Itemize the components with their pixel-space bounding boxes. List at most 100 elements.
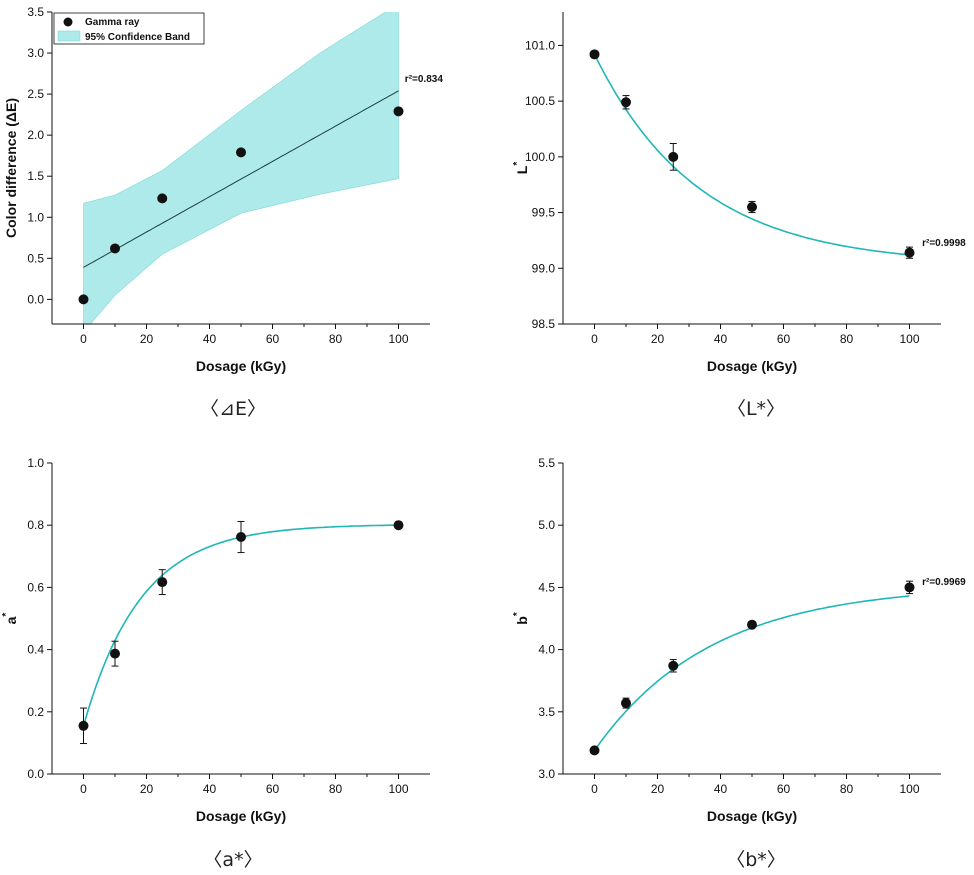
x-tick-label: 80 <box>840 782 854 796</box>
y-tick-label: 0.0 <box>27 767 44 781</box>
y-tick-label: 0.6 <box>27 580 44 594</box>
x-tick-label: 60 <box>777 782 791 796</box>
x-tick-label: 40 <box>714 332 728 346</box>
data-point <box>668 151 679 162</box>
fit-line <box>593 595 910 751</box>
y-tick-label: 101.0 <box>525 38 555 52</box>
x-tick-label: 40 <box>714 782 728 796</box>
legend-label-points: Gamma ray <box>85 17 140 28</box>
x-tick-label: 100 <box>899 332 919 346</box>
x-tick-label: 20 <box>140 332 154 346</box>
chart-b: 0 20 40 60 80 100 3.0 3.5 4.0 4.5 5.0 5.5 Dosage (kG… <box>512 456 966 871</box>
y-tick-label: 1.0 <box>27 210 44 224</box>
confidence-band <box>83 12 399 324</box>
x-tick-label: 100 <box>388 332 408 346</box>
chart-a: 0 20 40 60 80 100 0.0 0.2 0.4 0.6 0.8 1.0 Dosage (kG… <box>1 456 430 871</box>
r-squared-label: r²=0.9969 <box>922 577 966 588</box>
y-axis-label-sup: * <box>512 162 523 166</box>
data-point <box>157 193 168 204</box>
fit-line <box>83 90 399 268</box>
data-point <box>904 582 915 593</box>
y-tick-label: 3.5 <box>27 5 44 19</box>
data-point <box>393 520 404 531</box>
x-tick-label: 0 <box>80 332 87 346</box>
y-axis-label: b* <box>512 612 530 625</box>
x-tick-label: 80 <box>329 332 343 346</box>
x-tick-label: 20 <box>651 332 665 346</box>
y-axis-label-sup: * <box>1 613 12 617</box>
x-tick-label: 60 <box>777 332 791 346</box>
x-tick-label: 80 <box>840 332 854 346</box>
data-point <box>110 648 120 659</box>
x-tick-label: 60 <box>266 332 280 346</box>
x-tick-label: 60 <box>266 782 280 796</box>
y-tick-label: 98.5 <box>532 317 556 331</box>
data-point <box>904 247 915 258</box>
legend-marker-points <box>63 17 73 27</box>
y-tick-label: 100.5 <box>525 94 555 108</box>
x-tick-label: 40 <box>203 782 217 796</box>
x-tick-label: 0 <box>591 332 598 346</box>
x-tick-label: 0 <box>591 782 598 796</box>
y-tick-label: 1.0 <box>27 456 44 470</box>
y-tick-label: 2.5 <box>27 87 44 101</box>
y-tick-label: 3.0 <box>538 767 555 781</box>
fit-line <box>82 524 399 727</box>
x-axis-label: Dosage (kGy) <box>196 808 286 824</box>
y-axis-label-text: a <box>3 616 19 624</box>
y-tick-label: 5.0 <box>538 518 555 532</box>
y-tick-label: 4.0 <box>538 643 555 657</box>
legend-label-band: 95% Confidence Band <box>85 32 190 43</box>
y-axis-label-text: Color difference (ΔE) <box>3 98 19 238</box>
y-axis-label: a* <box>1 613 19 625</box>
panel-caption: 〈b*〉 <box>726 849 786 871</box>
data-point <box>621 698 631 709</box>
data-point <box>110 243 120 254</box>
y-axis-label-text: b <box>514 616 530 625</box>
fit-line <box>593 53 910 256</box>
y-tick-label: 0.4 <box>27 643 44 657</box>
chart-L: 0 20 40 60 80 100 98.5 99.0 99.5 100.0 100.5 101.0 D… <box>512 12 966 420</box>
x-tick-label: 100 <box>899 782 919 796</box>
y-axis-label-sup: * <box>512 612 523 616</box>
r-squared-label: r²=0.834 <box>405 74 444 85</box>
panel-caption: 〈L*〉 <box>727 398 785 420</box>
data-point <box>393 106 404 117</box>
legend-swatch-band <box>57 30 81 42</box>
data-point <box>236 147 246 158</box>
x-tick-label: 40 <box>203 332 217 346</box>
y-tick-label: 100.0 <box>525 150 555 164</box>
y-tick-label: 1.5 <box>27 169 44 183</box>
y-axis-label: L* <box>512 162 530 175</box>
y-tick-label: 0.8 <box>27 518 44 532</box>
x-axis-label: Dosage (kGy) <box>196 358 286 374</box>
y-tick-label: 5.5 <box>538 456 555 470</box>
data-point <box>589 49 600 60</box>
y-tick-label: 99.0 <box>532 261 556 275</box>
y-tick-label: 0.2 <box>27 705 44 719</box>
x-axis-label: Dosage (kGy) <box>707 358 797 374</box>
data-point <box>78 720 89 731</box>
data-point <box>236 532 246 543</box>
y-tick-label: 4.5 <box>538 580 555 594</box>
data-point <box>157 577 168 588</box>
panel-caption: 〈⊿E〉 <box>200 398 266 420</box>
panel-caption: 〈a*〉 <box>203 849 262 871</box>
y-axis-label: Color difference (ΔE) <box>3 98 19 238</box>
r-squared-label: r²=0.9998 <box>922 238 966 249</box>
x-tick-label: 100 <box>388 782 408 796</box>
x-tick-label: 80 <box>329 782 343 796</box>
y-tick-label: 2.0 <box>27 128 44 142</box>
y-tick-label: 3.5 <box>538 705 555 719</box>
x-tick-label: 20 <box>140 782 154 796</box>
data-point <box>747 202 757 212</box>
x-tick-label: 20 <box>651 782 665 796</box>
data-point <box>621 97 631 108</box>
y-tick-label: 0.5 <box>27 251 44 265</box>
data-point <box>747 619 757 630</box>
y-tick-label: 0.0 <box>27 292 44 306</box>
data-point <box>78 294 89 305</box>
y-tick-label: 99.5 <box>532 206 556 220</box>
data-point <box>589 745 600 756</box>
y-tick-label: 3.0 <box>27 46 44 60</box>
